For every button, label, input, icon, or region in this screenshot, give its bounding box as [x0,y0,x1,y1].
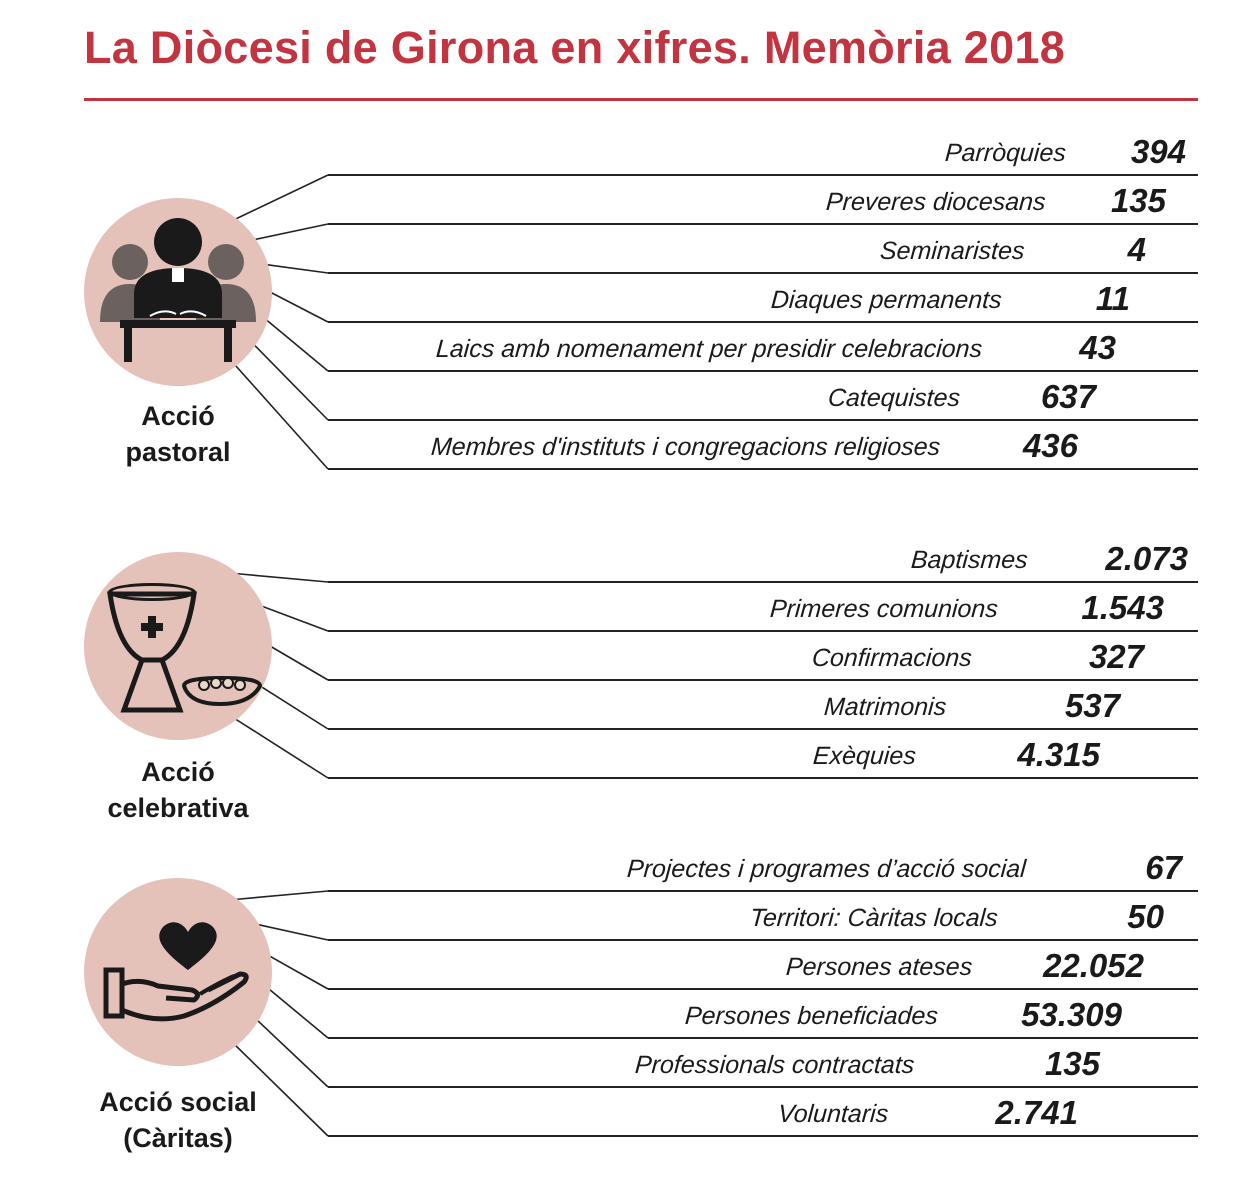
connector-line [265,263,329,274]
celebrativa-label-line2: celebrativa [107,793,249,823]
pastoral-label-line2: pastoral [125,437,231,467]
connector-line [234,572,329,583]
row-rule [328,679,1198,681]
row-rule [328,272,1198,274]
connector-line [269,645,329,681]
row-label: Projectes i programes d’acció social [626,855,1028,883]
row-label: Professionals contractats [633,1051,916,1079]
connector-line [234,1043,329,1137]
connector-line [234,717,329,779]
row-rule [328,939,1198,941]
pastoral-label: Acció pastoral [60,398,296,470]
row-value: 2.073 [1105,540,1188,577]
row-value: 327 [1088,638,1144,675]
row-rule [328,1037,1198,1039]
row-value: 637 [1040,378,1096,415]
connector-line [260,685,329,730]
connector-line [268,954,329,990]
row-label: Persones beneficiades [684,1002,940,1030]
row-rule [328,777,1198,779]
row-rule [328,1135,1198,1137]
page-title: La Diòcesi de Girona en xifres. Memòria … [84,22,1066,73]
celebrativa-circle [84,552,272,740]
connector-line [256,923,329,941]
row-value: 11 [1095,280,1130,317]
row-value: 67 [1145,849,1182,886]
pastoral-connectors [234,174,329,470]
row-value: 22.052 [1043,947,1144,984]
row-rule [328,581,1198,583]
celebrativa-connectors [234,572,329,779]
row-value: 537 [1064,687,1120,724]
row-label: Territori: Càritas locals [749,904,1000,932]
title-rule [84,98,1198,101]
celebrativa-label-line1: Acció [141,757,215,787]
row-rule [328,890,1198,892]
connector-line [267,987,329,1039]
connector-line [256,1019,329,1088]
row-rule [328,630,1198,632]
row-value: 436 [1022,427,1078,464]
row-label: Persones ateses [784,953,974,981]
social-label-line1: Acció social [99,1087,257,1117]
connector-line [253,223,329,241]
row-value: 4.315 [1017,736,1100,773]
row-rule [328,370,1198,372]
row-rule [328,468,1198,470]
connector-line [269,291,329,323]
row-value: 394 [1130,133,1186,170]
connector-line [265,318,329,372]
row-rule [328,1086,1198,1088]
chalice-and-paten-icon [107,583,263,713]
row-rule [328,419,1198,421]
row-value: 1.543 [1081,589,1164,626]
connector-line [234,890,329,901]
row-value: 4 [1127,231,1146,268]
celebrativa-label: Acció celebrativa [60,754,296,826]
clergy-at-altar-icon [100,218,256,362]
row-rule [328,988,1198,990]
row-rule [328,223,1198,225]
row-rule [328,321,1198,323]
connector-line [260,604,329,632]
row-value: 43 [1079,329,1116,366]
row-value: 53.309 [1021,996,1122,1033]
row-label: Voluntaris [776,1100,890,1128]
pastoral-circle [84,198,272,386]
row-value: 50 [1127,898,1164,935]
connector-line [234,363,329,470]
connector-line [234,174,329,221]
row-value: 135 [1110,182,1166,219]
row-value: 135 [1044,1045,1100,1082]
row-rule [328,728,1198,730]
connector-line [253,343,329,421]
pastoral-label-line1: Acció [141,401,215,431]
row-rule [328,174,1198,176]
heart-in-hand-icon [103,922,249,1022]
social-label-line2: (Càritas) [123,1123,233,1153]
row-value: 2.741 [995,1094,1078,1131]
social-circle [84,878,272,1066]
social-label: Acció social (Càritas) [60,1084,296,1156]
